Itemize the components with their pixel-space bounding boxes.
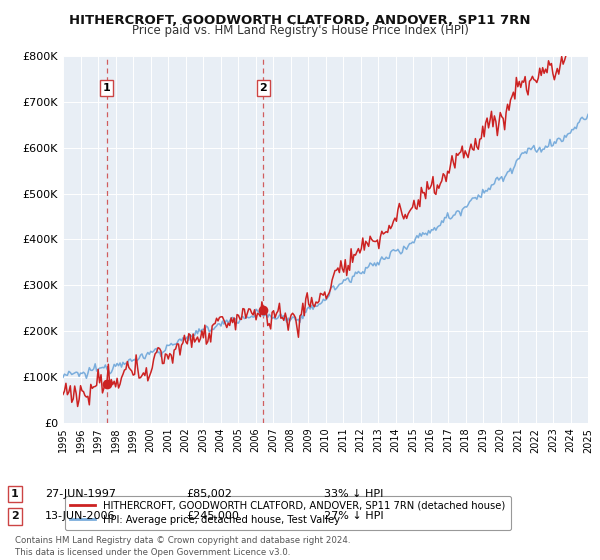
Text: £245,000: £245,000 — [186, 511, 239, 521]
Text: £85,002: £85,002 — [186, 489, 232, 499]
Text: 27% ↓ HPI: 27% ↓ HPI — [324, 511, 383, 521]
Text: 33% ↓ HPI: 33% ↓ HPI — [324, 489, 383, 499]
Legend: HITHERCROFT, GOODWORTH CLATFORD, ANDOVER, SP11 7RN (detached house), HPI: Averag: HITHERCROFT, GOODWORTH CLATFORD, ANDOVER… — [65, 496, 511, 530]
Text: 27-JUN-1997: 27-JUN-1997 — [45, 489, 116, 499]
Text: Contains HM Land Registry data © Crown copyright and database right 2024.
This d: Contains HM Land Registry data © Crown c… — [15, 536, 350, 557]
Text: Price paid vs. HM Land Registry's House Price Index (HPI): Price paid vs. HM Land Registry's House … — [131, 24, 469, 36]
Text: HITHERCROFT, GOODWORTH CLATFORD, ANDOVER, SP11 7RN: HITHERCROFT, GOODWORTH CLATFORD, ANDOVER… — [69, 14, 531, 27]
Text: 2: 2 — [11, 511, 19, 521]
Text: 13-JUN-2006: 13-JUN-2006 — [45, 511, 115, 521]
Text: 1: 1 — [103, 83, 110, 93]
Text: 2: 2 — [260, 83, 267, 93]
Text: 1: 1 — [11, 489, 19, 499]
